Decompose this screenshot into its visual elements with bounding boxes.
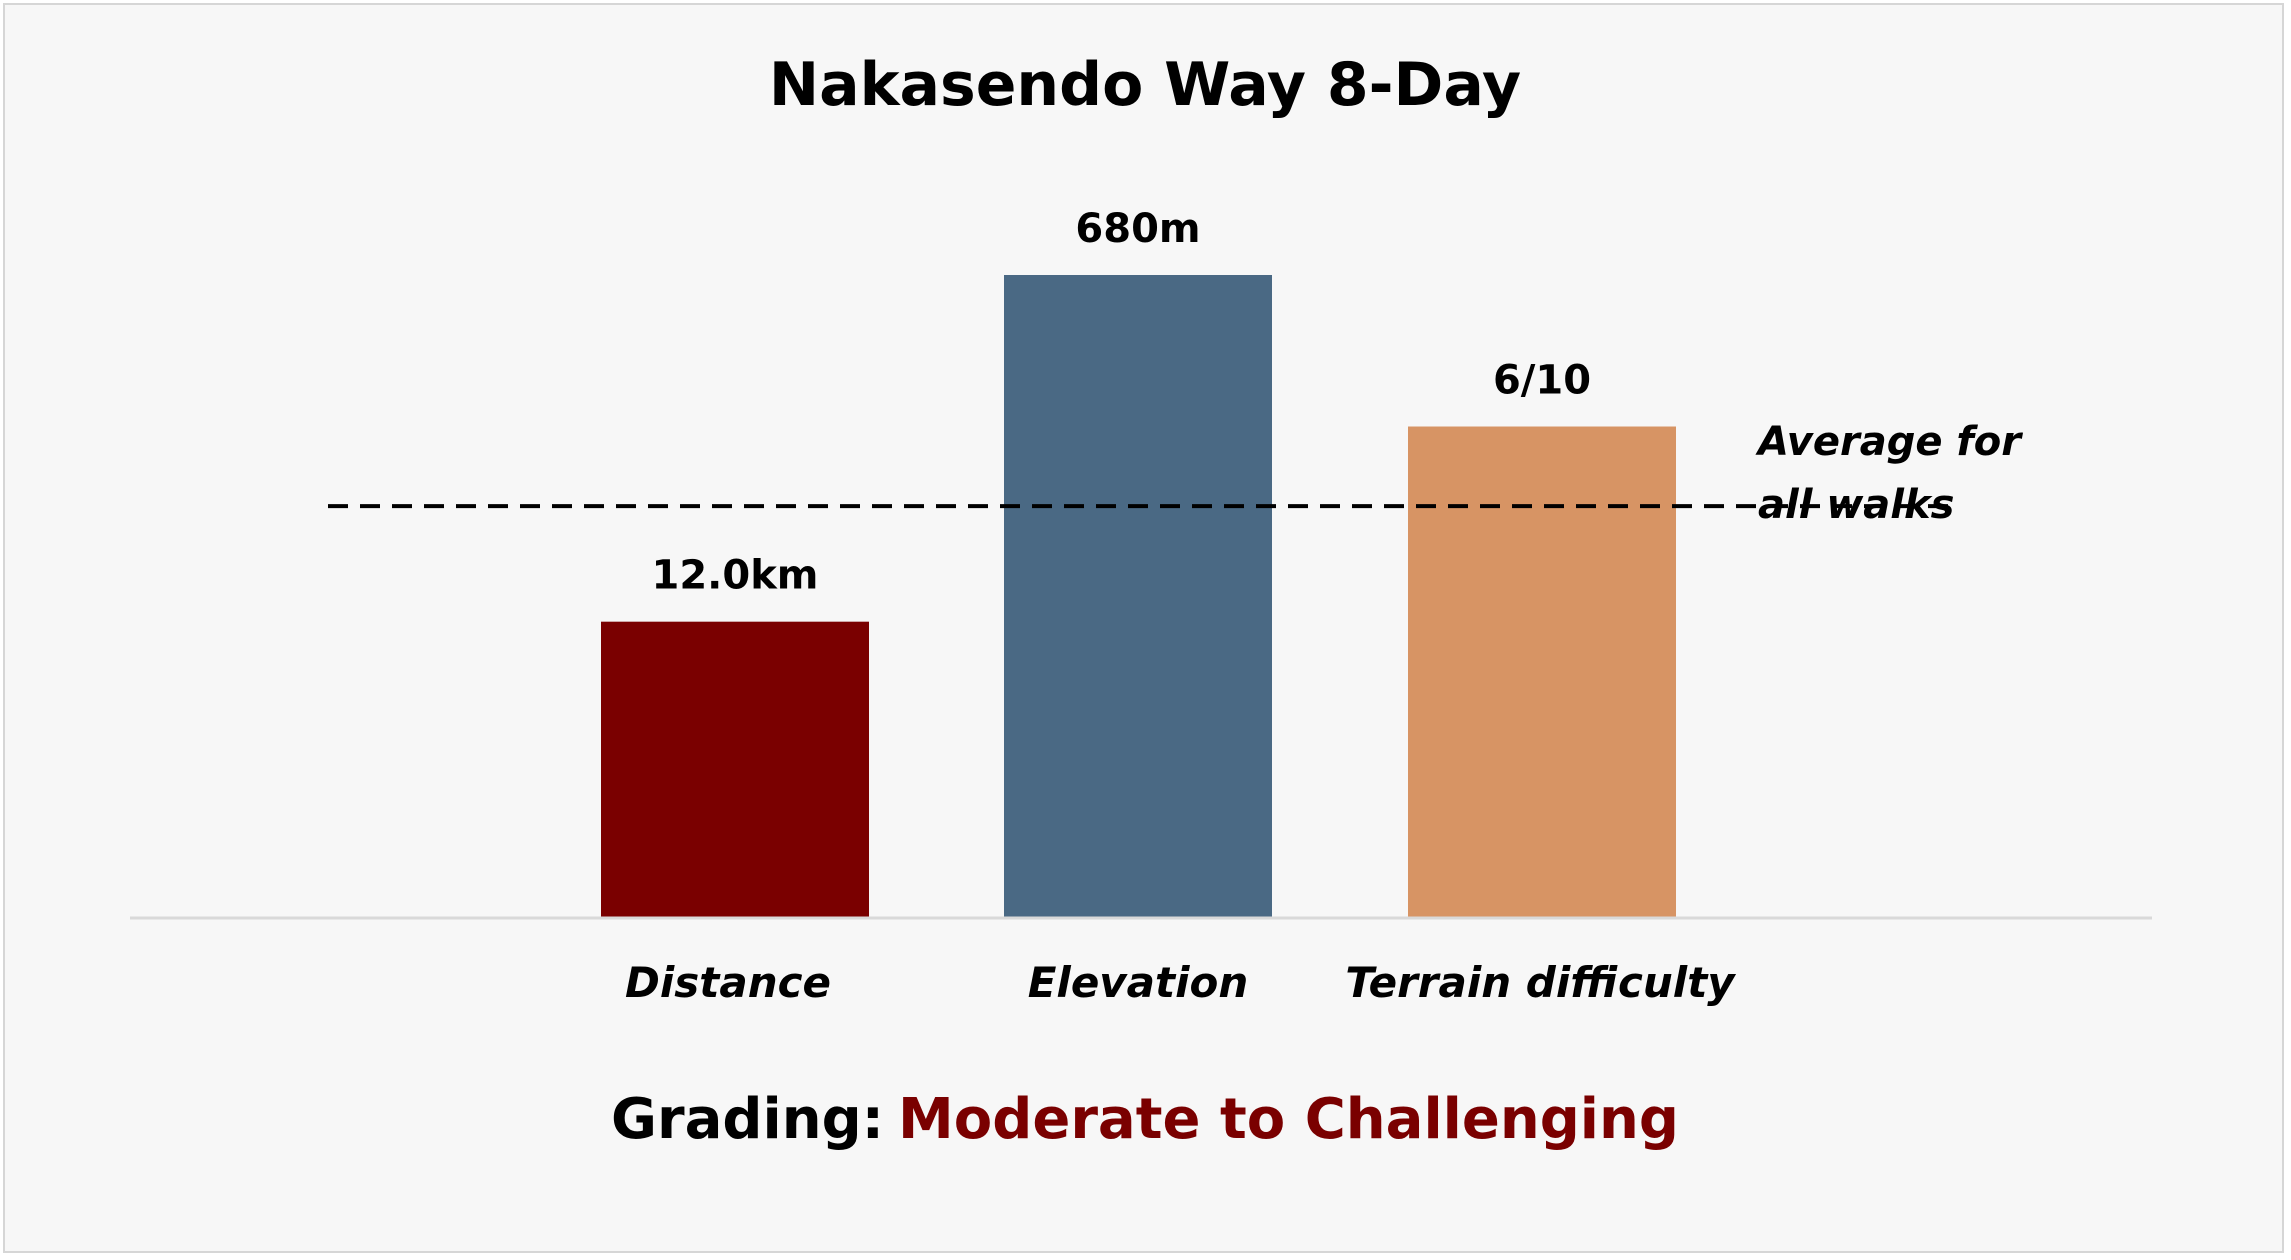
category-label-terrain-difficulty: Terrain difficulty — [1345, 958, 1736, 1007]
value-label-terrain-difficulty: 6/10 — [1493, 358, 1591, 404]
bar-distance — [601, 621, 869, 917]
grading-value: Moderate to Challenging — [898, 1087, 1679, 1152]
average-label-line1: Average for — [1755, 419, 2023, 465]
bars-group — [601, 275, 1676, 917]
category-labels-group: Distance Elevation Terrain difficulty — [625, 958, 1736, 1007]
grading-text: Grading: Moderate to Challenging — [611, 1087, 1679, 1152]
value-label-elevation: 680m — [1075, 206, 1200, 252]
value-labels-group: 12.0km 680m 6/10 — [652, 206, 1592, 599]
chart-title: Nakasendo Way 8-Day — [769, 50, 1521, 120]
category-label-elevation: Elevation — [1028, 958, 1249, 1007]
category-label-distance: Distance — [625, 958, 831, 1007]
value-label-distance: 12.0km — [652, 553, 819, 599]
bar-elevation — [1004, 275, 1272, 917]
average-label-line2: all walks — [1758, 482, 1954, 528]
bar-terrain-difficulty — [1408, 426, 1676, 917]
grading-prefix: Grading: — [611, 1087, 884, 1152]
